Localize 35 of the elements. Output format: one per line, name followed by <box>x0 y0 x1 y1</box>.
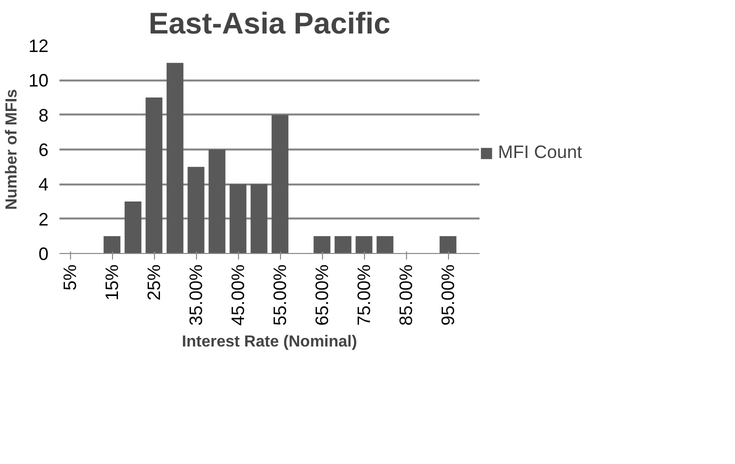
chart-title: East-Asia Pacific <box>148 8 390 40</box>
x-tick-label: 55.00% <box>270 264 290 326</box>
bar <box>188 166 204 254</box>
x-tick-label: 35.00% <box>186 264 206 326</box>
y-axis-title: Number of MFIs <box>3 88 20 210</box>
x-tick-label: 85.00% <box>396 264 416 326</box>
bar <box>272 114 288 254</box>
x-axis-title: Interest Rate (Nominal) <box>182 334 358 351</box>
bar <box>334 236 352 254</box>
bar <box>314 236 330 254</box>
bar <box>356 236 372 254</box>
bar <box>146 98 162 254</box>
y-tick-label: 12 <box>28 36 49 56</box>
y-tick-label: 2 <box>38 209 49 230</box>
bar <box>230 184 246 254</box>
y-tick-label: 8 <box>38 105 49 126</box>
bar <box>104 236 120 254</box>
x-tick-label: 25% <box>144 264 164 301</box>
bar <box>124 202 142 254</box>
x-tick-label: 5% <box>60 264 80 291</box>
bar <box>440 236 456 254</box>
x-tick-label: 45.00% <box>228 264 248 326</box>
y-tick-label: 4 <box>38 174 49 195</box>
y-tick-label: 0 <box>38 244 49 264</box>
bar <box>166 62 184 254</box>
x-tick-label: 65.00% <box>312 264 332 326</box>
bar <box>376 236 394 254</box>
y-tick-label: 6 <box>38 140 49 160</box>
bar <box>208 150 226 254</box>
bar <box>250 184 268 254</box>
y-tick-label: 10 <box>28 70 49 91</box>
x-tick-label: 95.00% <box>438 264 458 326</box>
x-tick-label: 15% <box>102 264 122 301</box>
x-tick-label: 75.00% <box>354 264 374 326</box>
legend-label: MFI Count <box>498 142 582 163</box>
